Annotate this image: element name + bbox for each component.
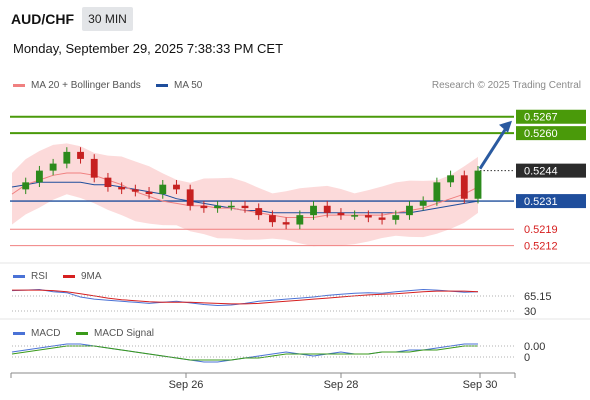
pivot-price-label: 0.5231 <box>524 196 558 208</box>
x-tick-label: Sep 28 <box>324 379 359 391</box>
candle-body <box>364 215 372 218</box>
bollinger-band-area <box>12 143 478 247</box>
x-tick-label: Sep 30 <box>463 379 498 391</box>
candle-body <box>49 163 57 171</box>
candle-body <box>90 158 98 178</box>
price-levels: 0.5267 0.5260 0.5244 0.5231 0.5219 0.5212 <box>10 109 586 253</box>
macd-series-1 <box>11 345 478 361</box>
forecast-arrow <box>478 120 512 170</box>
candle-body <box>255 208 263 216</box>
candle-body <box>22 182 30 190</box>
last-price-label: 0.5244 <box>524 166 558 178</box>
last-price-tag <box>516 163 586 178</box>
resistance-price-label: 0.5267 <box>524 112 558 124</box>
macd-signal-swatch <box>76 332 88 335</box>
candle-body <box>159 184 167 195</box>
legend-macd-signal-label: MACD Signal <box>94 328 155 339</box>
forecast-arrow-head <box>499 120 512 133</box>
copyright-note: Research © 2025 Trading Central <box>431 80 581 91</box>
candle-body <box>145 191 153 195</box>
macd-pane: 0.000 <box>11 341 545 364</box>
support-price-label: 0.5212 <box>524 241 558 253</box>
rsi-swatch <box>13 275 25 278</box>
candle-body <box>241 205 249 209</box>
rsi-series-0 <box>11 288 479 307</box>
indicator-tick-label: 30 <box>524 306 536 318</box>
rsi-series-1 <box>12 289 479 305</box>
legend-ma50: MA 50 <box>156 80 202 91</box>
legend-macd-signal: MACD Signal <box>76 328 154 339</box>
candle-body <box>337 212 345 216</box>
legend-ma50-label: MA 50 <box>174 80 203 91</box>
candle-body <box>268 215 276 223</box>
legend-ma20: MA 20 + Bollinger Bands <box>13 80 141 91</box>
candle-body <box>186 189 194 206</box>
candle-body <box>392 215 400 220</box>
candles <box>22 147 482 230</box>
timeframe-button[interactable]: 30 MIN <box>82 7 133 31</box>
x-axis-labels: Sep 26 Sep 28 Sep 30 <box>10 373 516 391</box>
indicator-tick-label: 0.00 <box>524 341 545 353</box>
candle-body <box>35 170 43 183</box>
candle-body <box>214 205 222 209</box>
candle-body <box>63 151 71 164</box>
candle-body <box>118 187 126 190</box>
candle-body <box>378 217 386 220</box>
legend-rsi-label: RSI <box>31 271 48 282</box>
9ma-swatch <box>63 275 75 278</box>
candle-body <box>323 205 331 213</box>
legend-rsi: RSI <box>13 271 48 282</box>
candle-body <box>282 222 290 225</box>
x-tick-label: Sep 26 <box>169 379 204 391</box>
legend-ma20-label: MA 20 + Bollinger Bands <box>31 80 141 91</box>
ma20-swatch <box>13 84 25 87</box>
candle-body <box>296 215 304 225</box>
resistance-price-tag <box>516 126 586 141</box>
ma50-swatch <box>156 84 168 87</box>
candle-body <box>77 151 84 159</box>
candle-body <box>351 215 359 217</box>
symbol-title: AUD/CHF <box>11 11 74 27</box>
resistance-price-label: 0.5260 <box>524 128 558 140</box>
support-price-label: 0.5219 <box>524 224 558 236</box>
candle-body <box>433 182 441 202</box>
candle-body <box>131 189 139 192</box>
candle-body <box>173 184 180 190</box>
bollinger-band <box>12 143 478 247</box>
candle-body <box>310 205 317 216</box>
candle-body <box>104 177 112 188</box>
datetime-label: Monday, September 29, 2025 7:38:33 PM CE… <box>13 41 284 56</box>
legend-macd: MACD <box>13 328 60 339</box>
candle-body <box>447 175 455 183</box>
candle-body <box>406 205 413 216</box>
indicator-tick-label: 0 <box>524 352 530 364</box>
indicator-tick-label: 65.15 <box>524 291 552 303</box>
pivot-price-tag <box>516 194 586 209</box>
rsi-pane: 65.15 30 <box>11 288 552 318</box>
legend-9ma-label: 9MA <box>81 271 102 282</box>
candle-body <box>460 175 468 199</box>
forecast-arrow-shaft <box>478 125 509 170</box>
macd-swatch <box>13 332 25 335</box>
candle-body <box>200 205 208 209</box>
legend-9ma: 9MA <box>63 271 102 282</box>
candle-body <box>474 170 482 199</box>
resistance-price-tag <box>516 109 586 124</box>
macd-series-0 <box>11 343 478 363</box>
candle-body <box>419 201 427 206</box>
legend-macd-label: MACD <box>31 328 61 339</box>
candle-body <box>227 205 235 208</box>
